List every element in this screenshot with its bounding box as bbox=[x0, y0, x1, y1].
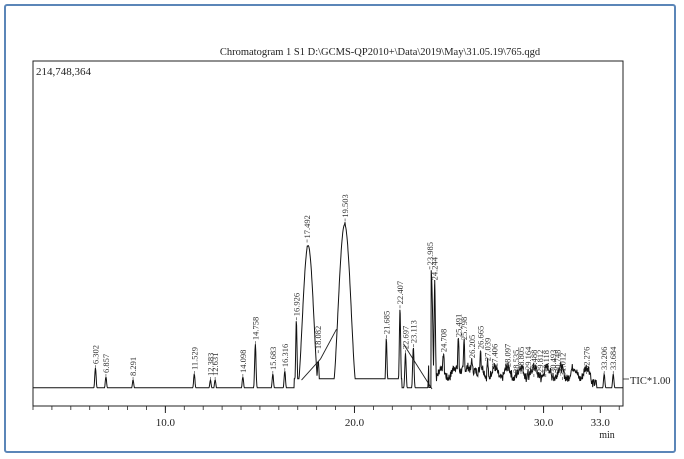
peak-label-24-708: 24.708 bbox=[439, 329, 449, 352]
peak-label-19-503: 19.503 bbox=[340, 194, 350, 217]
peak-label-30-118: 30.118 bbox=[541, 350, 551, 373]
peak-label-14-098: 14.098 bbox=[238, 350, 248, 373]
peak-label-30-493: 30.493 bbox=[548, 350, 558, 373]
peak-label-6-302: 6.302 bbox=[90, 345, 100, 364]
peak-label-23-113: 23.113 bbox=[408, 320, 418, 343]
peak-label-29-488: 29.488 bbox=[529, 350, 539, 373]
peak-label-33-684: 33.684 bbox=[608, 346, 618, 370]
peak-label-21-685: 21.685 bbox=[381, 311, 391, 334]
peak-label-25-798: 25.798 bbox=[459, 317, 469, 340]
tic-trace-layer bbox=[33, 222, 623, 389]
tic-trace-line bbox=[33, 222, 623, 389]
peak-label-8-291: 8.291 bbox=[128, 357, 138, 376]
peak-label-29-164: 29.164 bbox=[523, 346, 533, 370]
chart-title: Chromatogram 1 S1 D:\GCMS-QP2010+\Data\2… bbox=[220, 47, 541, 58]
peak-label-25-491: 25.491 bbox=[453, 314, 463, 337]
peak-label-23-985: 23.985 bbox=[425, 242, 435, 265]
peak-label-16-316: 16.316 bbox=[280, 344, 290, 367]
peak-label-14-758: 14.758 bbox=[250, 317, 260, 340]
peak-label-29-812: 29.812 bbox=[535, 350, 545, 373]
peak-label-22-407: 22.407 bbox=[395, 281, 405, 304]
x-unit-label: min bbox=[599, 430, 615, 441]
peak-label-26-665: 26.665 bbox=[476, 326, 486, 349]
peak-label-6-857: 6.857 bbox=[101, 354, 111, 373]
y-max-label: 214,748,364 bbox=[36, 66, 92, 78]
peak-label-31-012: 31.012 bbox=[558, 353, 568, 376]
peak-label-22-697: 22.697 bbox=[400, 326, 410, 349]
peak-label-12-383: 12.383 bbox=[205, 353, 215, 376]
peak-label-15-683: 15.683 bbox=[268, 347, 278, 370]
peak-label-28-097: 28.097 bbox=[503, 344, 513, 367]
peak-label-33-206: 33.206 bbox=[599, 347, 609, 370]
x-tick-label: 10.0 bbox=[156, 417, 176, 429]
peak-label-28-535: 28.535 bbox=[511, 350, 521, 373]
peak-label-32-276: 32.276 bbox=[582, 347, 592, 370]
x-tick-label: 20.0 bbox=[345, 417, 365, 429]
peak-label-16-926: 16.926 bbox=[291, 293, 301, 316]
peak-label-27-406: 27.406 bbox=[490, 344, 500, 367]
x-tick-label: 30.0 bbox=[534, 417, 554, 429]
peak-label-17-492: 17.492 bbox=[302, 215, 312, 238]
peak-label-12-631: 12.631 bbox=[210, 353, 220, 376]
x-tick-label: 33.0 bbox=[591, 417, 611, 429]
peak-label-30-748: 30.748 bbox=[553, 350, 563, 373]
peak-label-28-805: 28.805 bbox=[516, 347, 526, 370]
peak-label-24-244: 24.244 bbox=[430, 256, 440, 280]
x-axis: 10.0 20.0 30.0 33.0 bbox=[32, 378, 629, 429]
peak-label-26-205: 26.205 bbox=[467, 335, 477, 358]
integration-baseline-3 bbox=[403, 343, 433, 390]
peak-label-27-039: 27.039 bbox=[483, 338, 493, 361]
integration-baseline-2 bbox=[320, 328, 337, 360]
peak-label-11-529: 11.529 bbox=[189, 347, 199, 370]
peak-label-18-082: 18.082 bbox=[313, 326, 323, 349]
series-label: TIC*1.00 bbox=[630, 376, 671, 387]
